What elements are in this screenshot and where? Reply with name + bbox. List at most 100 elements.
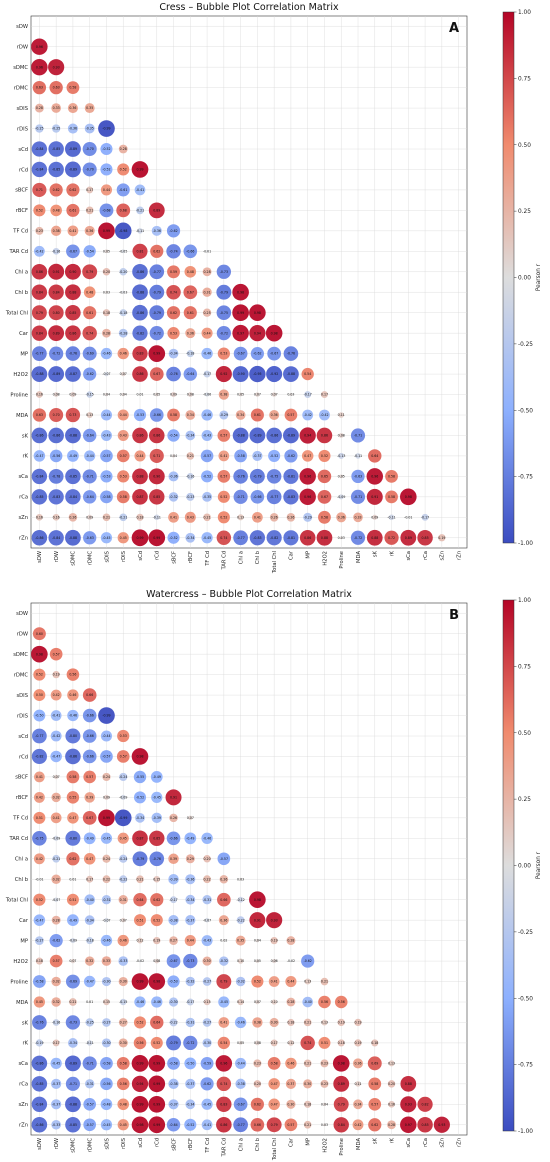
x-tick-label: rCa [423, 551, 429, 560]
bubble [32, 1015, 47, 1030]
data-label: -0.77 [236, 1123, 244, 1127]
bubble [303, 1018, 312, 1027]
x-tick-label: MDA [356, 1138, 362, 1150]
bubble [400, 1075, 417, 1092]
bubble [287, 1018, 295, 1027]
bubble [216, 326, 231, 341]
data-label: 0.03 [287, 393, 294, 397]
data-label: 0.23 [254, 1061, 261, 1065]
data-label: -0.71 [354, 495, 362, 499]
data-label: 0.96 [304, 474, 311, 478]
data-label: 0.21 [304, 1123, 311, 1127]
bubble [102, 772, 111, 782]
bubble [249, 325, 266, 342]
bubble [48, 530, 64, 546]
bubble [367, 1056, 382, 1071]
bubble [201, 532, 213, 544]
bubble [31, 325, 48, 341]
data-label: -0.07 [52, 898, 60, 902]
data-label: -0.86 [35, 1123, 43, 1127]
x-tick-label: rBCF [188, 551, 194, 563]
bubble [184, 1057, 197, 1070]
data-label: -0.44 [236, 1061, 244, 1065]
data-label: 0.92 [220, 372, 227, 376]
data-label: 0.94 [254, 331, 261, 335]
bubble [65, 529, 81, 546]
data-label: -0.81 [287, 536, 295, 540]
data-label: 0.07 [53, 775, 60, 779]
plot-area [30, 15, 468, 549]
data-label: 0.42 [36, 795, 43, 799]
bubble [82, 729, 97, 743]
colorbar-tick-label: 1.00 [518, 598, 531, 604]
bubble [304, 978, 311, 985]
bubble [354, 1039, 362, 1047]
bubble [232, 324, 249, 342]
bubble [48, 468, 64, 484]
bubble [201, 1119, 213, 1131]
bubble [31, 284, 48, 300]
data-label: 0.18 [103, 311, 110, 315]
data-label: 0.57 [86, 775, 93, 779]
bubble [201, 409, 213, 421]
bubble [49, 954, 63, 968]
data-label: -0.31 [186, 1021, 194, 1025]
data-label: 0.94 [136, 1082, 143, 1086]
bubble [368, 1077, 382, 1091]
bubble [36, 513, 43, 521]
bubble [82, 428, 97, 443]
bubble [186, 473, 194, 480]
bubble [202, 1038, 212, 1048]
data-label: 0.53 [170, 331, 177, 335]
bubble [286, 936, 296, 946]
data-label: -0.41 [52, 714, 60, 718]
bubble [417, 1117, 433, 1133]
bubble [48, 141, 64, 157]
data-label: -0.89 [69, 147, 77, 151]
x-tick-label: sCd [138, 1138, 144, 1148]
bubble [249, 891, 266, 908]
bubble [121, 249, 126, 254]
data-label: -0.67 [169, 959, 177, 963]
bubble [133, 770, 147, 784]
data-label: -0.46 [203, 413, 211, 417]
bubble [51, 1099, 62, 1110]
bubble [169, 936, 178, 945]
bubbles: 0.60 0.98 0.57 0.52 0.19 0.56 0.50 0.42 0.46 0.66… [31, 627, 450, 1134]
data-label: -0.11 [86, 1041, 94, 1045]
bubble [49, 183, 63, 197]
data-label: -0.44 [86, 454, 94, 458]
data-label: -0.69 [69, 980, 77, 984]
data-label: -0.88 [136, 290, 144, 294]
bubble [102, 328, 111, 338]
data-label: -0.64 [186, 372, 194, 376]
data-label: -0.76 [287, 352, 295, 356]
x-tick-label: rBCF [188, 1138, 194, 1150]
data-label: 0.99 [103, 816, 110, 820]
bubble [301, 367, 314, 381]
data-label: 0.16 [388, 1102, 395, 1106]
data-label: -0.45 [52, 1061, 60, 1065]
data-label: -0.72 [153, 331, 161, 335]
data-label: 0.67 [86, 816, 93, 820]
bubble [168, 1099, 179, 1110]
y-tick-label: sBCF [15, 188, 28, 194]
bubble [304, 1100, 312, 1108]
bubble [286, 513, 296, 522]
data-label: 0.22 [103, 877, 110, 881]
data-label: -0.77 [35, 734, 43, 738]
data-label: -0.88 [69, 1102, 77, 1106]
data-label: -0.18 [119, 311, 127, 315]
bubble [31, 38, 48, 55]
bubble [131, 1116, 149, 1134]
data-label: 0.42 [354, 1123, 361, 1127]
data-label: 0.33 [53, 106, 60, 110]
bubble [65, 325, 81, 341]
x-tick-label: rCa [423, 1138, 429, 1147]
data-label: -0.54 [169, 434, 177, 438]
bubble [168, 997, 179, 1007]
data-label: 0.56 [69, 673, 76, 677]
data-label: 0.91 [170, 795, 177, 799]
bubble [203, 998, 211, 1006]
data-label: 0.74 [304, 1041, 311, 1045]
